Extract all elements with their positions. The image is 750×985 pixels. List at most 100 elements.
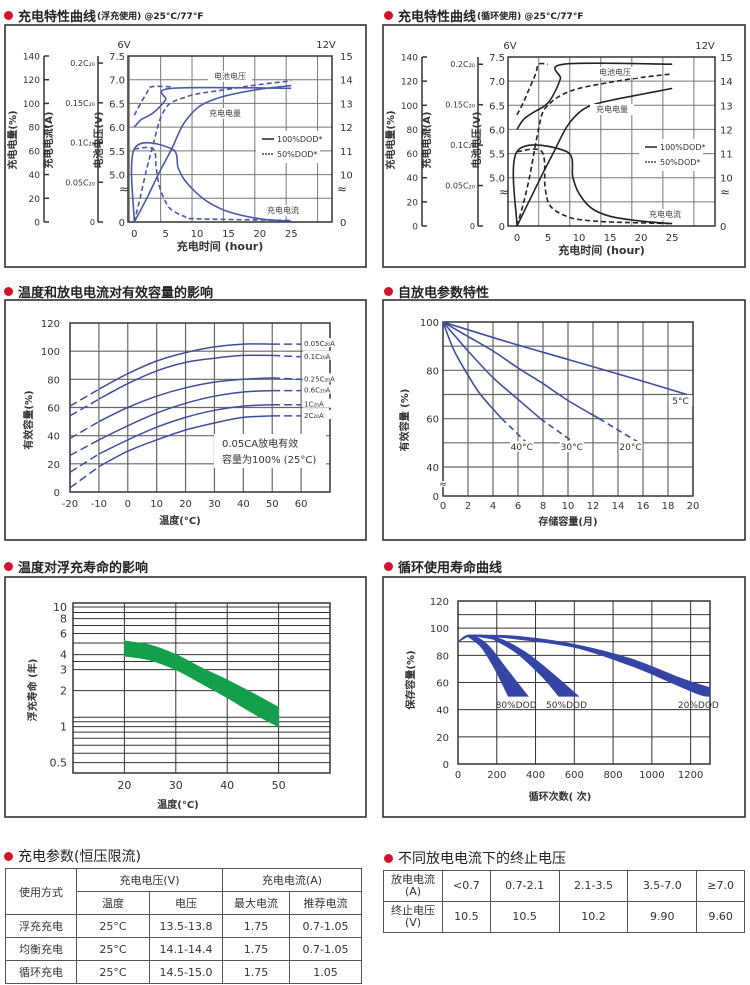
capacity-tick-label: 80 xyxy=(407,126,419,136)
x-tick-label: 0 xyxy=(131,229,137,240)
section-title-cycle-life: 循环使用寿命曲线 xyxy=(384,557,502,576)
annotation-bg xyxy=(261,205,305,216)
y-tick-label: 0 xyxy=(443,760,449,771)
axis-break-icon: ≈ xyxy=(499,185,509,199)
table-row: 放电电流(A) <0.7 0.7-2.1 2.1-3.5 3.5-7.0 ≥7.0 xyxy=(383,870,745,902)
section-title-float-charge: 充电特性曲线 (浮充使用) @25°C/77°F xyxy=(4,6,203,25)
table-subheader-row: 温度 电压 最大电流 推荐电流 xyxy=(6,891,362,915)
series-line xyxy=(442,321,600,420)
y-tick-label: 60 xyxy=(426,415,439,426)
charge-params-table: 使用方式 充电电压(V) 充电电流(A) 温度 电压 最大电流 推荐电流 浮充充… xyxy=(5,868,362,984)
series-label: 20°C xyxy=(619,443,641,453)
series-line-extrapolated xyxy=(69,453,100,473)
capacity-tick-label: 40 xyxy=(29,171,41,181)
y-tick-label: 120 xyxy=(430,597,449,608)
y-tick-label: 60 xyxy=(47,404,60,415)
series-line-capacity-50dod xyxy=(133,80,292,223)
current-tick-label: 0 xyxy=(90,218,95,227)
capacity-tick-label: 60 xyxy=(29,147,41,157)
voltage-axis-title: 电池电压(V) xyxy=(92,112,105,169)
annotation-bg xyxy=(590,104,634,115)
series-line xyxy=(98,343,273,390)
current-tick-label: 0 xyxy=(470,222,475,231)
title-note: (浮充使用) @25°C/77°F xyxy=(97,12,204,22)
x-tick-label: 0 xyxy=(455,770,461,781)
cell: 10.5 xyxy=(489,901,560,933)
x-tick-label: 600 xyxy=(565,770,584,781)
series-line-current-100dod xyxy=(512,144,673,227)
section-title-cutoff-voltage: 不同放电电流下的终止电压 xyxy=(384,848,566,868)
title-text: 充电特性曲线 xyxy=(398,10,477,25)
series-line-extrapolated xyxy=(69,398,100,417)
voltage-6v-tick-label: 5.5 xyxy=(489,150,505,161)
current-tick-label: 0.05C₂₀ xyxy=(445,182,475,191)
title-text: 不同放电电流下的终止电压 xyxy=(398,851,566,867)
annotation-bg xyxy=(643,209,687,220)
title-text: 温度和放电电流对有效容量的影响 xyxy=(18,286,214,301)
curve-annotation: 充电电流 xyxy=(649,209,681,219)
annotation-text: 容量为100% (25°C) xyxy=(222,453,316,466)
series-line-extrapolated xyxy=(501,418,528,444)
cycle-life-band-2 xyxy=(469,634,580,697)
voltage-12v-tick-label: 15 xyxy=(720,53,733,64)
series-line xyxy=(98,377,273,423)
cell: 0.7-1.05 xyxy=(289,914,362,938)
x-axis-title: 充电时间 (hour) xyxy=(558,243,645,257)
x-tick-label: 15 xyxy=(604,233,617,244)
title-text: 自放电参数特性 xyxy=(398,286,490,301)
series-label: 40°C xyxy=(511,443,533,453)
header-mode: 使用方式 xyxy=(5,868,77,915)
x-tick-label: 20 xyxy=(635,233,648,244)
curve-annotation: 充电电量 xyxy=(209,108,241,118)
plot-area xyxy=(457,600,711,765)
series-label: 2C₂₀A xyxy=(304,412,324,420)
series-label-bg xyxy=(303,398,333,408)
x-tick-label: 30 xyxy=(169,779,183,792)
bullet-icon xyxy=(384,853,393,863)
x-tick-label: 25 xyxy=(666,233,679,244)
y-tick-label: 2 xyxy=(60,685,67,698)
cell: 1.05 xyxy=(289,960,362,984)
capacity-tick-label: 120 xyxy=(23,76,40,86)
voltage-12v-tick-label: 14 xyxy=(720,77,733,88)
x-tick-label: 15 xyxy=(222,229,235,240)
table-header-row: 使用方式 充电电压(V) 充电电流(A) xyxy=(5,868,362,915)
series-line-extrapolated xyxy=(272,354,302,358)
voltage-6v-tick-label: 6.5 xyxy=(489,101,505,112)
voltage-12v-tick-label: 15 xyxy=(340,52,353,63)
title-note: (循环使用) @25°C/77°F xyxy=(477,12,584,22)
x-tick-label: 60 xyxy=(295,499,308,510)
series-line xyxy=(442,321,688,396)
series-line-current-50dod xyxy=(516,148,673,225)
table-row: 终止电压(V) 10.5 10.5 10.2 9.90 9.60 xyxy=(383,901,745,933)
cell: 均衡充电 xyxy=(5,937,77,961)
voltage-6v-tick-label: 6.0 xyxy=(109,123,125,134)
band-label: 80%DOD xyxy=(496,701,537,711)
cell: 1.75 xyxy=(222,914,290,938)
capacity-tick-label: 100 xyxy=(23,100,40,110)
x-axis-title: 存储容量(月) xyxy=(538,515,597,528)
x-axis-title: 温度(°C) xyxy=(159,514,200,527)
series-label: 30°C xyxy=(561,443,583,453)
panel-float-charge xyxy=(4,24,367,268)
voltage-12v-tick-label: 10 xyxy=(720,174,733,185)
cell: 1.75 xyxy=(222,960,290,984)
current-tick-label: 0.15C₂₀ xyxy=(65,99,95,108)
panel-cycle-life xyxy=(382,576,746,818)
axis-break-icon: ≈ xyxy=(337,182,347,196)
bullet-icon xyxy=(4,562,13,571)
series-line-voltage_6v-100dod xyxy=(133,86,292,128)
row-label: 终止电压(V) xyxy=(383,901,443,933)
panel-self-discharge xyxy=(382,299,746,541)
capacity-tick-label: 100 xyxy=(401,102,418,112)
section-title-cycle-charge: 充电特性曲线 (循环使用) @25°C/77°F xyxy=(384,6,583,25)
series-label: 1C₂₀A xyxy=(304,401,324,409)
y-tick-label: 100 xyxy=(41,347,60,358)
section-title-charge-params: 充电参数(恒压限流) xyxy=(4,846,141,866)
section-title-float-life: 温度对浮充寿命的影响 xyxy=(4,557,148,576)
voltage-axis-title: 电池电压(V) xyxy=(470,112,483,169)
header-rec-current: 推荐电流 xyxy=(289,891,362,915)
cell: 9.60 xyxy=(696,901,745,933)
voltage-6v-tick-label: 5.5 xyxy=(109,147,125,158)
series-label: 0.6C₂₀A xyxy=(304,387,331,395)
